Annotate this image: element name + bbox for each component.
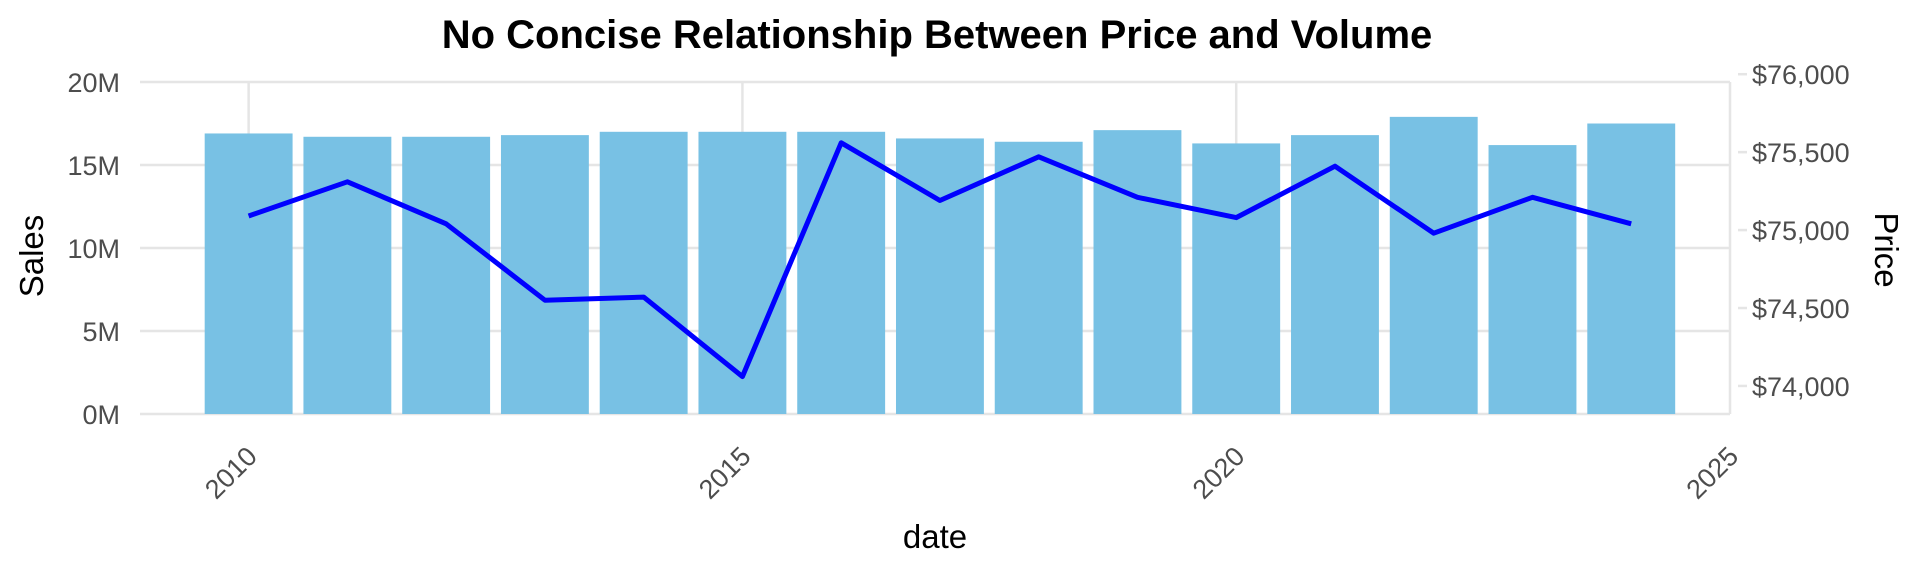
y-tick-label: 10M <box>67 234 120 264</box>
sales-bar <box>599 131 688 415</box>
x-tick-label: 2020 <box>1187 441 1251 505</box>
sales-bar <box>994 141 1083 414</box>
sales-bar <box>1192 143 1281 415</box>
sales-bar <box>204 133 293 414</box>
y-tick-label: 0M <box>82 400 120 430</box>
sales-bar <box>1291 135 1379 414</box>
sales-bar <box>303 136 392 414</box>
y-tick-label: 5M <box>82 317 120 347</box>
sales-bar <box>698 131 787 415</box>
sales-bar <box>1587 123 1676 414</box>
bar-series <box>204 116 1676 415</box>
line-series <box>247 140 1632 380</box>
sales-bar <box>1389 116 1478 415</box>
sales-bar <box>797 131 886 415</box>
sales-bar <box>1093 130 1182 414</box>
y2-tick-label: $74,000 <box>1752 372 1850 402</box>
price-line <box>247 140 1632 380</box>
y2-tick-label: $75,500 <box>1752 138 1850 168</box>
x-tick-label: 2025 <box>1681 441 1745 505</box>
y-axis-title: Sales <box>13 215 50 298</box>
x-tick-label: 2010 <box>199 441 263 505</box>
y-tick-label: 20M <box>67 68 120 98</box>
y2-axis-title: Price <box>1868 212 1905 287</box>
sales-bar <box>402 136 491 414</box>
y-tick-label: 15M <box>67 151 120 181</box>
x-axis-title: date <box>903 518 967 555</box>
sales-bar <box>1488 145 1577 414</box>
x-tick-label: 2015 <box>693 441 757 505</box>
y2-tick-label: $75,000 <box>1752 216 1850 246</box>
y2-tick-label: $76,000 <box>1752 60 1850 90</box>
y2-tick-label: $74,500 <box>1752 294 1850 324</box>
chart-title: No Concise Relationship Between Price an… <box>442 13 1433 57</box>
